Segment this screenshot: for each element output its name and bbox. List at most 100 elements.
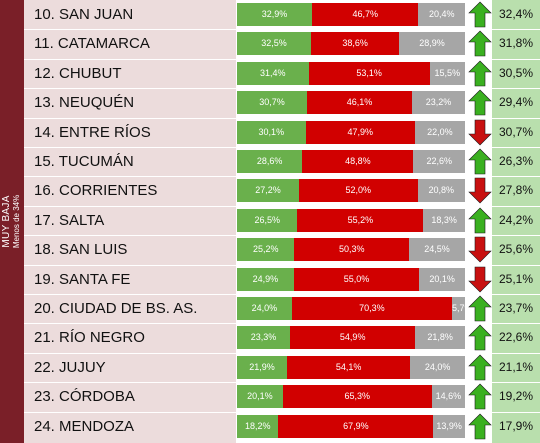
value-label: 30,5% <box>498 65 534 80</box>
gray-segment: 22,6% <box>413 150 465 173</box>
category-band <box>0 0 24 443</box>
red-segment: 46,7% <box>312 3 419 26</box>
value-label: 30,7% <box>498 124 534 139</box>
gray-segment: 5,7% <box>452 297 473 320</box>
value-label: 26,3% <box>498 154 534 168</box>
category-subtitle: Menos de 34% <box>12 194 22 249</box>
province-label: 20. CIUDAD DE BS. AS. <box>34 300 198 317</box>
gray-segment: 20,1% <box>419 267 465 291</box>
row-divider <box>24 235 540 237</box>
green-segment: 24,9% <box>237 267 294 291</box>
province-label: 19. SANTA FE <box>34 270 131 288</box>
province-label: 17. SALTA <box>34 211 105 229</box>
green-segment: 32,5% <box>237 32 312 56</box>
green-segment: 30,1% <box>237 120 306 144</box>
value-label: 23,7% <box>498 301 534 315</box>
value-label: 27,8% <box>498 183 534 198</box>
red-segment: 54,9% <box>290 326 416 350</box>
red-segment: 53,1% <box>308 61 430 85</box>
row-divider <box>24 264 540 266</box>
row-divider <box>24 205 540 207</box>
arrow-up-icon <box>468 413 492 439</box>
value-label: 31,8% <box>498 36 534 51</box>
green-segment: 26,5% <box>237 208 298 232</box>
arrow-up-icon <box>468 354 492 381</box>
value-label: 21,1% <box>498 359 534 374</box>
province-label: 23. CÓRDOBA <box>34 388 135 406</box>
value-label: 17,9% <box>498 418 534 433</box>
names-column <box>24 0 236 443</box>
province-label: 11. CATAMARCA <box>34 35 150 53</box>
arrow-up-icon <box>468 89 492 116</box>
arrow-down-icon <box>468 266 492 293</box>
row-divider <box>24 294 540 295</box>
gray-segment: 20,8% <box>417 179 465 203</box>
row-divider <box>24 147 540 148</box>
green-segment: 20,1% <box>237 385 283 409</box>
gray-segment: 13,9% <box>433 414 465 438</box>
province-label: 21. RÍO NEGRO <box>34 329 145 347</box>
gray-segment: 22,0% <box>414 120 465 144</box>
arrow-up-icon <box>468 383 492 410</box>
red-segment: 50,3% <box>294 238 410 262</box>
row-divider <box>24 382 540 384</box>
green-segment: 23,3% <box>237 326 291 350</box>
green-segment: 28,6% <box>237 150 303 173</box>
red-segment: 52,0% <box>299 179 418 203</box>
gray-segment: 14,6% <box>431 385 465 409</box>
province-label: 16. CORRIENTES <box>34 182 158 200</box>
value-label: 24,2% <box>498 212 534 227</box>
value-label: 19,2% <box>498 389 534 404</box>
gray-segment: 18,3% <box>423 208 465 232</box>
gray-segment: 15,5% <box>429 61 465 85</box>
gray-segment: 23,2% <box>412 91 465 115</box>
red-segment: 46,1% <box>306 91 413 115</box>
row-divider <box>24 176 540 178</box>
value-label: 22,6% <box>498 330 534 345</box>
green-segment: 25,2% <box>237 238 295 262</box>
red-segment: 48,8% <box>302 150 414 173</box>
arrow-down-icon <box>468 178 492 204</box>
red-segment: 55,2% <box>297 208 424 232</box>
arrow-up-icon <box>468 207 492 234</box>
row-divider <box>24 58 540 60</box>
row-divider <box>24 323 540 325</box>
red-segment: 67,9% <box>278 414 434 438</box>
red-segment: 38,6% <box>311 32 400 56</box>
arrow-up-icon <box>468 148 492 175</box>
green-segment: 32,9% <box>237 3 312 26</box>
arrow-up-icon <box>468 324 492 351</box>
red-segment: 54,1% <box>286 355 411 379</box>
value-label: 25,6% <box>498 242 534 257</box>
arrow-up-icon <box>468 295 492 322</box>
arrow-up-icon <box>468 1 492 28</box>
red-segment: 70,3% <box>291 297 452 320</box>
province-label: 22. JUJUY <box>34 358 106 376</box>
row-divider <box>24 117 540 119</box>
row-divider <box>24 352 540 354</box>
row-divider <box>24 88 540 90</box>
row-divider <box>24 411 540 413</box>
gray-segment: 24,0% <box>410 355 465 379</box>
province-label: 14. ENTRE RÍOS <box>34 123 151 141</box>
arrow-down-icon <box>468 236 492 263</box>
green-segment: 27,2% <box>237 179 300 203</box>
province-label: 24. MENDOZA <box>34 417 135 435</box>
green-segment: 18,2% <box>237 414 279 438</box>
province-label: 12. CHUBUT <box>34 64 122 82</box>
green-segment: 24,0% <box>237 297 292 320</box>
red-segment: 65,3% <box>282 385 432 409</box>
green-segment: 21,9% <box>237 355 287 379</box>
arrow-up-icon <box>468 60 492 87</box>
value-label: 25,1% <box>498 271 534 286</box>
gray-segment: 20,4% <box>418 3 465 26</box>
province-label: 13. NEUQUÉN <box>34 94 135 112</box>
gray-segment: 21,8% <box>415 326 465 350</box>
province-label: 10. SAN JUAN <box>34 6 134 23</box>
value-label: 29,4% <box>498 95 534 110</box>
province-label: 18. SAN LUIS <box>34 241 128 259</box>
value-label: 32,4% <box>498 7 534 21</box>
arrow-down-icon <box>468 119 492 146</box>
gray-segment: 28,9% <box>399 32 465 56</box>
